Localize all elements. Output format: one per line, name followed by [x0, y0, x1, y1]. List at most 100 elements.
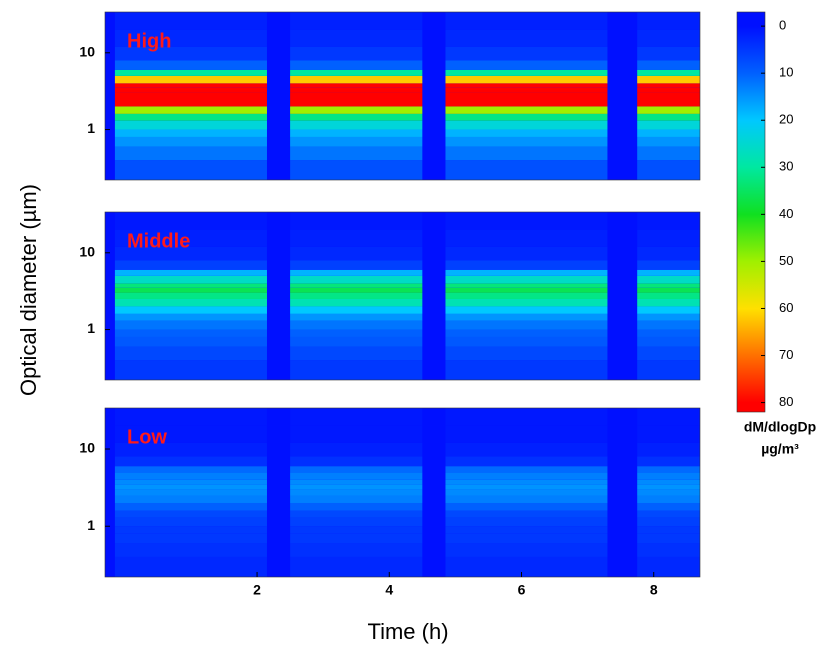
heat-cell — [445, 314, 607, 321]
heat-cell — [637, 88, 700, 93]
colorbar-tick-label: 40 — [779, 206, 793, 221]
heat-cell — [290, 260, 422, 270]
heat-cell — [115, 408, 267, 426]
heat-cell — [445, 47, 607, 61]
heat-cell — [115, 270, 267, 276]
panel: 110Middle — [79, 212, 700, 380]
heat-cell — [290, 408, 422, 426]
heat-cell — [115, 70, 267, 76]
heat-cell — [290, 114, 422, 121]
heat-cell — [445, 70, 607, 76]
heat-cell — [115, 88, 267, 93]
heat-cell — [637, 543, 700, 557]
heat-cell — [637, 276, 700, 283]
heat-cell — [115, 503, 267, 510]
heat-cell — [637, 321, 700, 330]
heat-cell — [290, 293, 422, 299]
colorbar-tick-label: 70 — [779, 347, 793, 362]
panel-name: Low — [127, 426, 167, 448]
heat-cell — [290, 270, 422, 276]
heat-cell — [290, 83, 422, 87]
heat-cell — [637, 60, 700, 70]
heat-cell — [115, 484, 267, 489]
heat-cell — [115, 160, 267, 180]
heat-cell — [115, 517, 267, 526]
heat-cell — [290, 480, 422, 484]
heat-cell — [637, 93, 700, 99]
heat-cell — [637, 76, 700, 83]
heat-cell — [637, 130, 700, 137]
heat-cell — [445, 121, 607, 130]
heat-cell — [290, 347, 422, 361]
heat-cell — [637, 270, 700, 276]
heat-cell — [115, 480, 267, 484]
heat-cell — [290, 99, 422, 106]
heat-cell — [115, 260, 267, 270]
heat-cell — [115, 496, 267, 503]
heat-cell — [290, 426, 422, 443]
heat-cell — [445, 247, 607, 261]
heat-cell — [445, 147, 607, 161]
heat-cell — [115, 130, 267, 137]
heat-cell — [115, 76, 267, 83]
panel: 110High — [79, 12, 700, 180]
heat-cell — [290, 472, 422, 479]
heat-cell — [290, 299, 422, 306]
heat-cell — [115, 99, 267, 106]
heat-cell — [115, 347, 267, 361]
x-tick-label: 4 — [385, 582, 393, 598]
y-tick-label: 1 — [87, 120, 95, 136]
heat-cell — [637, 484, 700, 489]
heat-cell — [637, 360, 700, 380]
heat-cell — [445, 426, 607, 443]
heat-cell — [637, 489, 700, 495]
heat-cell — [115, 299, 267, 306]
heat-cell — [290, 76, 422, 83]
heat-cell — [290, 47, 422, 61]
heat-cell — [290, 212, 422, 230]
heat-cell — [445, 270, 607, 276]
colorbar — [737, 12, 765, 412]
heat-cell — [637, 306, 700, 313]
heat-cell — [637, 457, 700, 467]
heat-cell — [445, 489, 607, 495]
heat-cell — [115, 557, 267, 577]
heat-cell — [115, 510, 267, 517]
heat-cell — [445, 466, 607, 472]
heat-cell — [445, 88, 607, 93]
heat-cell — [445, 526, 607, 533]
heat-cell — [115, 283, 267, 287]
heat-cell — [637, 99, 700, 106]
heat-cell — [290, 283, 422, 287]
heat-cell — [290, 147, 422, 161]
heat-cell — [290, 276, 422, 283]
heat-cell — [115, 147, 267, 161]
heat-cell — [445, 496, 607, 503]
heat-cell — [290, 330, 422, 337]
heat-cell — [637, 466, 700, 472]
heat-cell — [290, 466, 422, 472]
heat-cell — [445, 30, 607, 47]
heat-cell — [290, 60, 422, 70]
heat-cell — [637, 247, 700, 261]
heat-cell — [290, 557, 422, 577]
heat-cell — [445, 106, 607, 113]
heat-cell — [290, 534, 422, 544]
panel-name: High — [127, 30, 171, 52]
heat-cell — [637, 12, 700, 30]
heat-cell — [115, 543, 267, 557]
heat-cell — [290, 321, 422, 330]
heat-cell — [445, 230, 607, 247]
heat-cell — [637, 212, 700, 230]
heat-cell — [290, 443, 422, 457]
heat-cell — [290, 526, 422, 533]
heat-cell — [290, 247, 422, 261]
heat-cell — [290, 360, 422, 380]
x-tick-label: 8 — [650, 582, 658, 598]
heat-cell — [445, 99, 607, 106]
heat-cell — [445, 557, 607, 577]
heat-cell — [445, 276, 607, 283]
heat-cell — [445, 12, 607, 30]
heat-cell — [115, 321, 267, 330]
